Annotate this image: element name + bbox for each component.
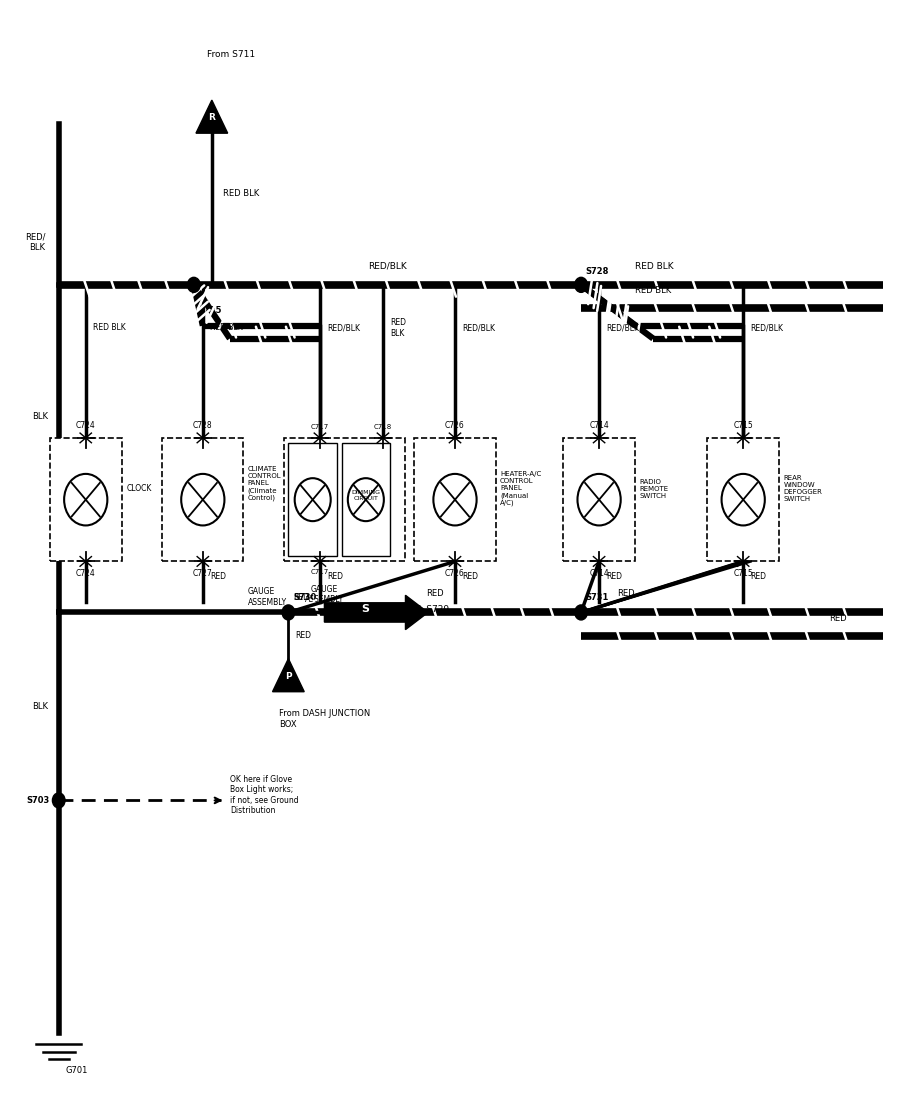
Text: REAR
WINDOW
DEFOGGER
SWITCH: REAR WINDOW DEFOGGER SWITCH	[784, 476, 823, 502]
Text: RED BLK: RED BLK	[635, 262, 674, 271]
Text: S703: S703	[27, 796, 50, 804]
Text: RED: RED	[296, 631, 312, 640]
FancyBboxPatch shape	[563, 438, 635, 561]
Text: C717: C717	[311, 424, 329, 431]
Polygon shape	[196, 100, 228, 134]
Text: RED: RED	[751, 572, 766, 581]
Text: From DASH JUNCTION
BOX: From DASH JUNCTION BOX	[279, 709, 370, 729]
Circle shape	[434, 473, 477, 525]
Text: S728: S728	[585, 267, 609, 276]
Text: To S729: To S729	[414, 605, 449, 614]
Text: GAUGE
ASSEMBLY: GAUGE ASSEMBLY	[305, 585, 344, 605]
Text: From S711: From S711	[208, 50, 255, 59]
Text: RADIO
REMOTE
SWITCH: RADIO REMOTE SWITCH	[640, 479, 669, 499]
Circle shape	[64, 473, 108, 525]
Text: OK here if Glove
Box Light works;
if not, see Ground
Distribution: OK here if Glove Box Light works; if not…	[230, 775, 299, 815]
Text: DIMMING
CIRCUIT: DIMMING CIRCUIT	[351, 490, 380, 501]
Polygon shape	[273, 659, 304, 692]
Circle shape	[52, 792, 65, 808]
FancyBboxPatch shape	[342, 443, 391, 556]
FancyBboxPatch shape	[284, 438, 405, 561]
Text: C726: C726	[445, 569, 465, 578]
Text: C714: C714	[589, 569, 609, 578]
Text: GAUGE
ASSEMBLY: GAUGE ASSEMBLY	[248, 587, 287, 606]
Text: C728: C728	[193, 421, 212, 431]
Circle shape	[295, 478, 331, 521]
Text: C714: C714	[589, 421, 609, 431]
Text: HEATER-A/C
CONTROL
PANEL
(Manual
A/C): HEATER-A/C CONTROL PANEL (Manual A/C)	[500, 471, 541, 506]
Text: S731: S731	[585, 593, 609, 602]
Text: C724: C724	[76, 569, 96, 578]
FancyBboxPatch shape	[289, 443, 337, 556]
Text: RED: RED	[618, 590, 635, 598]
Text: RED/BLK: RED/BLK	[369, 262, 407, 271]
Text: C718: C718	[374, 424, 392, 431]
Circle shape	[347, 478, 384, 521]
Text: RED: RED	[327, 572, 343, 581]
FancyBboxPatch shape	[707, 438, 779, 561]
Circle shape	[181, 473, 224, 525]
Text: RED BLK: RED BLK	[210, 323, 243, 332]
Text: R: R	[209, 113, 215, 123]
Text: RED
BLK: RED BLK	[391, 318, 406, 338]
Text: RED BLK: RED BLK	[635, 286, 672, 295]
Circle shape	[574, 277, 587, 293]
Text: RED/
BLK: RED/ BLK	[25, 232, 45, 252]
Text: C715: C715	[733, 569, 753, 578]
Text: C724: C724	[76, 421, 96, 431]
Text: G701: G701	[66, 1065, 88, 1075]
Circle shape	[282, 605, 295, 620]
Circle shape	[574, 605, 587, 620]
Circle shape	[187, 277, 200, 293]
Text: C726: C726	[445, 421, 465, 431]
Text: RED BLK: RED BLK	[222, 189, 259, 198]
FancyBboxPatch shape	[163, 438, 244, 561]
Text: C715: C715	[733, 421, 753, 431]
Text: RED: RED	[607, 572, 622, 581]
Text: RED: RED	[293, 593, 309, 602]
Text: CLIMATE
CONTROL
PANEL
(Climate
Control): CLIMATE CONTROL PANEL (Climate Control)	[248, 466, 281, 501]
FancyBboxPatch shape	[414, 438, 495, 561]
FancyBboxPatch shape	[50, 438, 121, 561]
Text: S730: S730	[293, 593, 316, 602]
Text: CLOCK: CLOCK	[126, 484, 152, 493]
Circle shape	[577, 473, 620, 525]
Text: RED: RED	[462, 572, 478, 581]
Text: RED BLK: RED BLK	[93, 323, 126, 332]
Text: P: P	[285, 672, 291, 681]
Text: RED/BLK: RED/BLK	[327, 323, 360, 332]
Text: BLK: BLK	[32, 412, 48, 421]
Text: RED/BLK: RED/BLK	[607, 323, 640, 332]
Text: C727: C727	[193, 569, 212, 578]
Text: RED: RED	[425, 590, 444, 598]
Text: C717: C717	[311, 569, 329, 575]
FancyArrow shape	[324, 595, 428, 629]
Text: BLK: BLK	[32, 701, 48, 711]
Text: RED: RED	[210, 572, 226, 581]
Text: RED/BLK: RED/BLK	[751, 323, 783, 332]
Text: RED: RED	[829, 614, 846, 624]
Text: S725: S725	[199, 306, 221, 316]
Text: RED/BLK: RED/BLK	[462, 323, 495, 332]
Text: S: S	[361, 604, 369, 614]
Circle shape	[721, 473, 765, 525]
